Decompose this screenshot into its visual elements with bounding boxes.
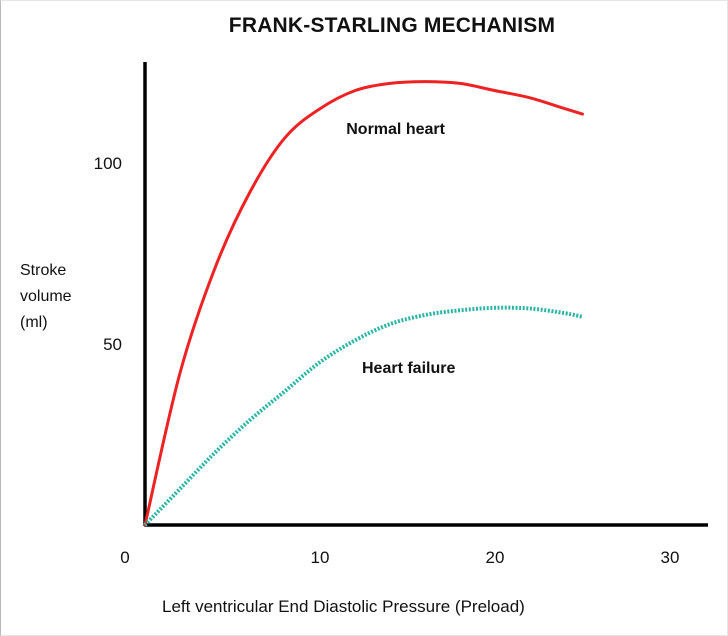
- y-tick-label: 50: [103, 335, 122, 354]
- series-line-normal-heart: [143, 80, 584, 527]
- x-tick-label: 30: [661, 548, 680, 567]
- chart-title: FRANK-STARLING MECHANISM: [228, 14, 556, 37]
- series-label-heart-failure: Heart failure: [362, 360, 455, 377]
- y-axis-title: Stroke volume (ml): [20, 258, 72, 336]
- y-axis-title-line-3: (ml): [20, 314, 48, 331]
- x-tick-label: 0: [120, 548, 129, 567]
- x-tick-label: 10: [311, 548, 330, 567]
- series-label-normal-heart: Normal heart: [346, 121, 445, 138]
- x-axis-title: Left ventricular End Diastolic Pressure …: [162, 597, 525, 616]
- y-axis-title-line-1: Stroke: [20, 262, 67, 279]
- y-axis-title-line-2: volume: [20, 288, 72, 305]
- y-tick-label: 100: [94, 154, 122, 173]
- x-tick-label: 20: [486, 548, 505, 567]
- series-line-heart-failure: [143, 305, 583, 527]
